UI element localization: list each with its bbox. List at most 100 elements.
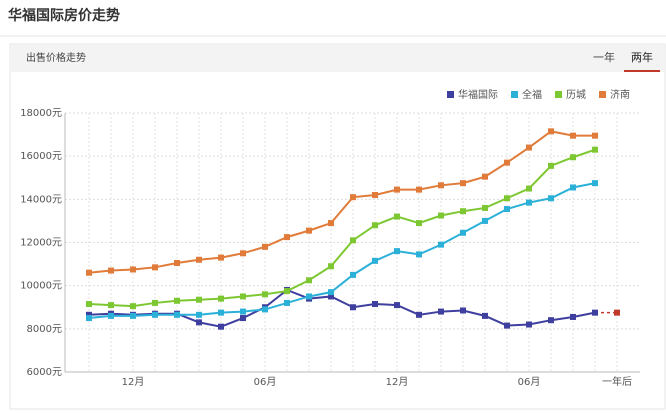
point	[460, 229, 466, 236]
x-tick-label: 06月	[518, 376, 541, 388]
series-line	[88, 182, 596, 320]
point	[196, 296, 202, 303]
point	[174, 297, 180, 304]
point	[526, 199, 532, 206]
point	[284, 288, 290, 295]
point	[240, 250, 246, 257]
point	[416, 186, 422, 193]
point	[306, 227, 312, 234]
point	[504, 159, 510, 166]
point	[592, 309, 598, 316]
legend-label: 历城	[566, 89, 586, 101]
panel	[9, 43, 666, 410]
point	[570, 132, 576, 139]
point	[86, 315, 92, 322]
point	[570, 154, 576, 161]
point	[240, 308, 246, 315]
series-line	[88, 148, 596, 308]
point	[130, 266, 136, 273]
point	[438, 308, 444, 315]
point	[548, 162, 554, 169]
page-title: 华福国际房价走势	[8, 7, 120, 24]
legend-swatch	[511, 91, 518, 98]
point	[306, 293, 312, 300]
point	[196, 256, 202, 263]
legend-swatch	[447, 91, 454, 98]
point	[438, 182, 444, 189]
series-line	[88, 130, 595, 274]
point	[548, 195, 554, 202]
y-tick-label: 8000元	[27, 324, 62, 335]
point	[350, 304, 356, 311]
point	[526, 321, 532, 328]
point	[372, 257, 378, 264]
point	[328, 220, 334, 227]
point	[372, 192, 378, 199]
point	[328, 263, 334, 270]
y-tick-label: 14000元	[20, 194, 62, 205]
point	[570, 313, 576, 320]
point	[284, 299, 290, 306]
point	[350, 237, 356, 244]
point	[372, 301, 378, 308]
point	[196, 319, 202, 326]
point	[218, 295, 224, 302]
point	[460, 208, 466, 215]
y-tick-label: 6000元	[27, 367, 62, 378]
series-line	[88, 288, 596, 328]
point	[614, 309, 620, 316]
legend-label: 全福	[522, 88, 542, 101]
x-tick-label: 12月	[386, 376, 409, 388]
point	[570, 184, 576, 191]
point	[460, 307, 466, 314]
point	[482, 204, 488, 211]
x-tick-label: 12月	[122, 376, 145, 388]
point	[108, 312, 114, 319]
point	[86, 269, 92, 276]
point	[482, 217, 488, 224]
point	[240, 293, 246, 300]
point	[328, 293, 334, 300]
y-tick-label: 10000元	[20, 281, 62, 292]
point	[262, 291, 268, 298]
point	[130, 312, 136, 319]
point	[548, 128, 554, 135]
point	[218, 254, 224, 261]
point	[482, 312, 488, 319]
point	[504, 206, 510, 213]
point	[108, 302, 114, 309]
point	[174, 260, 180, 267]
point	[416, 251, 422, 258]
point	[438, 212, 444, 219]
point	[174, 311, 180, 318]
point	[460, 180, 466, 187]
point	[130, 303, 136, 310]
point	[108, 267, 114, 274]
legend-label: 济南	[610, 88, 630, 101]
section-label: 出售价格走势	[26, 51, 86, 64]
legend-swatch	[599, 91, 606, 98]
tab[interactable]: 两年	[631, 50, 653, 64]
point	[350, 194, 356, 201]
point	[592, 180, 598, 187]
point	[504, 322, 510, 329]
point	[394, 213, 400, 220]
point	[152, 264, 158, 271]
tab[interactable]: 一年	[593, 50, 615, 64]
legend-swatch	[555, 91, 562, 98]
point	[548, 317, 554, 324]
point	[152, 311, 158, 318]
point	[196, 311, 202, 318]
point	[504, 195, 510, 202]
point	[394, 302, 400, 309]
point	[394, 248, 400, 255]
point	[394, 186, 400, 193]
legend-label: 华福国际	[458, 88, 498, 101]
point	[416, 311, 422, 318]
point	[328, 289, 334, 296]
x-tick-label: 06月	[254, 376, 277, 388]
point	[86, 301, 92, 308]
tab-bar	[11, 45, 664, 72]
point	[416, 220, 422, 227]
